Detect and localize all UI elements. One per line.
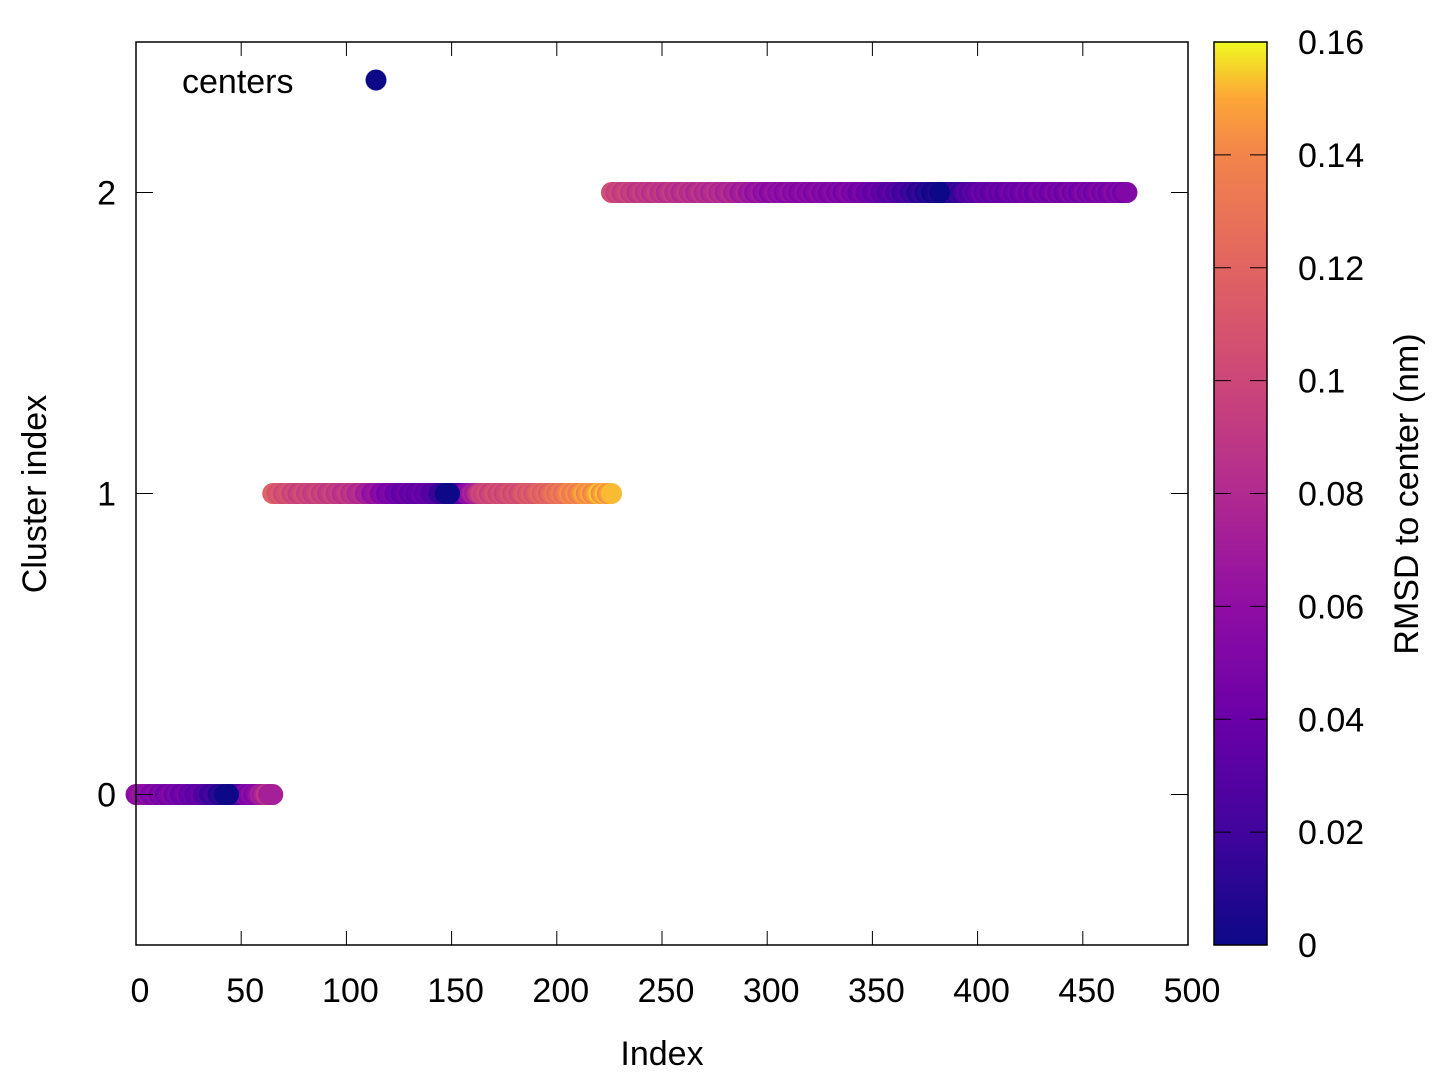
colorbar-tick-label: 0.08 — [1298, 476, 1364, 514]
x-tick-label: 200 — [532, 972, 589, 1010]
x-tick-label: 150 — [427, 972, 484, 1010]
y-tick-label: 2 — [97, 175, 116, 213]
x-tick-label: 0 — [131, 972, 150, 1010]
data-point — [1116, 182, 1138, 203]
x-tick-label: 300 — [743, 972, 800, 1010]
x-tick-label: 50 — [226, 972, 264, 1010]
colorbar-tick-label: 0.06 — [1298, 588, 1364, 626]
y-axis-title: Cluster index — [16, 395, 54, 593]
colorbar-tick-label: 0.12 — [1298, 250, 1364, 288]
data-point — [601, 483, 623, 504]
colorbar-tick-label: 0.16 — [1298, 24, 1364, 62]
x-axis: 0 50 100 150 200 250 300 350 400 450 500 — [131, 42, 1221, 1010]
x-tick-label: 400 — [953, 972, 1010, 1010]
legend-marker-icon — [365, 69, 387, 91]
colorbar-tick-label: 0.02 — [1298, 814, 1364, 852]
x-tick-label: 450 — [1058, 972, 1115, 1010]
colorbar: 0 0.02 0.04 0.06 0.08 0.1 0.12 0.14 0.16 RMSD to… — [1213, 24, 1426, 965]
data-points — [125, 182, 1138, 805]
x-tick-label: 100 — [322, 972, 379, 1010]
y-tick-label: 1 — [97, 476, 116, 514]
colorbar-tick-label: 0.1 — [1298, 363, 1345, 401]
legend-label: centers — [182, 63, 294, 101]
legend: centers — [182, 63, 387, 101]
y-tick-label: 0 — [97, 777, 116, 815]
colorbar-title: RMSD to center (nm) — [1388, 333, 1426, 654]
x-tick-label: 500 — [1164, 972, 1221, 1010]
data-point — [262, 784, 284, 805]
center-point — [929, 182, 951, 203]
colorbar-tick-label: 0.14 — [1298, 137, 1364, 175]
colorbar-tick-label: 0.04 — [1298, 701, 1364, 739]
colorbar-tick-label: 0 — [1298, 927, 1317, 965]
x-tick-label: 350 — [848, 972, 905, 1010]
center-point — [438, 483, 460, 504]
center-point — [218, 784, 240, 805]
y-axis: 0 1 2 — [97, 175, 1188, 815]
x-axis-title: Index — [620, 1035, 703, 1073]
colorbar-ticks: 0 0.02 0.04 0.06 0.08 0.1 0.12 0.14 0.16 — [1214, 24, 1364, 965]
cluster-centers — [218, 182, 951, 805]
x-tick-label: 250 — [638, 972, 695, 1010]
